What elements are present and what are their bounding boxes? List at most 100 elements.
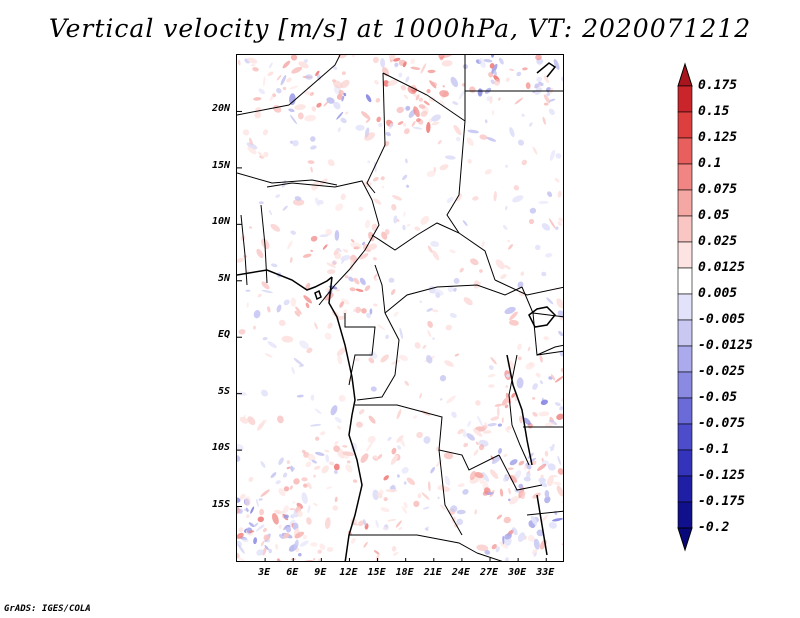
colorbar-box [677, 345, 693, 373]
velocity-cell [278, 457, 284, 465]
velocity-cell [406, 223, 411, 227]
velocity-cell [350, 239, 355, 243]
grads-credit: GrADS: IGES/COLA [4, 604, 91, 614]
velocity-cell [486, 136, 497, 142]
velocity-cell [414, 226, 421, 231]
velocity-cell [488, 384, 495, 388]
velocity-cell [543, 102, 549, 106]
velocity-cell [501, 397, 510, 406]
velocity-cell [430, 466, 436, 474]
velocity-cell [500, 274, 507, 280]
colorbar-label: -0.125 [698, 468, 745, 483]
velocity-cell [479, 134, 488, 140]
velocity-cell [488, 72, 494, 78]
velocity-cell [276, 558, 281, 561]
velocity-cell [415, 94, 420, 101]
lake-victoria [528, 306, 557, 328]
velocity-cell [296, 394, 304, 398]
velocity-cell [333, 470, 338, 474]
velocity-cell [495, 546, 500, 553]
velocity-cell [489, 469, 499, 479]
velocity-cell [418, 97, 424, 102]
velocity-cell [253, 310, 261, 319]
velocity-cell [388, 55, 396, 61]
velocity-cell [339, 89, 345, 94]
velocity-cell [440, 504, 446, 511]
velocity-cell [311, 106, 317, 112]
velocity-cell [543, 336, 550, 341]
velocity-cell [541, 223, 551, 231]
velocity-cell [482, 430, 492, 434]
lon-label: 6E [286, 567, 299, 578]
velocity-cell [350, 242, 362, 249]
velocity-cell [301, 477, 308, 482]
velocity-cell [373, 303, 378, 307]
velocity-cell [276, 304, 282, 313]
velocity-cell [381, 185, 385, 189]
velocity-cell [294, 310, 301, 317]
velocity-cell [392, 195, 403, 201]
velocity-cell [445, 155, 456, 160]
velocity-cell [289, 485, 293, 490]
velocity-cell [405, 105, 411, 111]
velocity-cell [334, 416, 342, 423]
velocity-cell [324, 449, 330, 453]
velocity-cell [399, 327, 403, 340]
velocity-cell [527, 470, 531, 474]
velocity-cell [509, 311, 518, 321]
velocity-cell [502, 476, 509, 482]
velocity-cell [375, 97, 381, 103]
lat-label: 10S [211, 442, 230, 454]
velocity-cell [340, 255, 351, 261]
lon-label: 12E [339, 567, 358, 578]
velocity-cell [418, 104, 426, 109]
velocity-cell [385, 334, 389, 340]
velocity-cell [275, 194, 281, 199]
lon-label: 18E [395, 567, 414, 578]
velocity-cell [426, 355, 433, 364]
colorbar-box [677, 137, 693, 165]
velocity-cell [246, 302, 249, 308]
velocity-cell [561, 499, 563, 504]
velocity-cell [373, 550, 380, 555]
velocity-cell [253, 537, 258, 545]
velocity-cell [387, 436, 392, 441]
velocity-cell [294, 104, 306, 111]
velocity-cell [498, 97, 501, 101]
velocity-cell [491, 455, 501, 464]
velocity-cell [310, 166, 313, 173]
velocity-cell [506, 425, 512, 430]
velocity-cell [286, 466, 291, 470]
velocity-cell [382, 526, 387, 530]
velocity-cell [283, 299, 290, 306]
colorbar-box [677, 423, 693, 451]
velocity-cell [377, 324, 386, 331]
velocity-cell [427, 245, 433, 253]
velocity-cell [548, 98, 556, 102]
velocity-cell [539, 354, 543, 363]
velocity-cell [470, 258, 479, 266]
velocity-cell [490, 55, 495, 58]
velocity-cell [242, 129, 250, 136]
velocity-cell [561, 76, 563, 82]
velocity-cell [358, 409, 365, 415]
velocity-cell [260, 489, 270, 497]
velocity-cell [336, 94, 343, 100]
velocity-cell [431, 121, 440, 126]
velocity-cell [509, 459, 518, 466]
velocity-cell [368, 231, 375, 242]
velocity-cell [519, 491, 526, 497]
velocity-cell [289, 85, 299, 90]
colorbar-box [677, 449, 693, 477]
velocity-cell [451, 411, 457, 418]
colorbar-label: 0.005 [698, 286, 738, 301]
velocity-cell [505, 385, 508, 388]
velocity-cell [290, 55, 298, 61]
velocity-cell [280, 75, 287, 86]
velocity-cell [385, 131, 392, 137]
velocity-cell [544, 495, 551, 504]
velocity-cell [248, 530, 255, 533]
velocity-cell [334, 496, 338, 503]
velocity-cell [397, 474, 400, 478]
velocity-cell [504, 404, 509, 409]
